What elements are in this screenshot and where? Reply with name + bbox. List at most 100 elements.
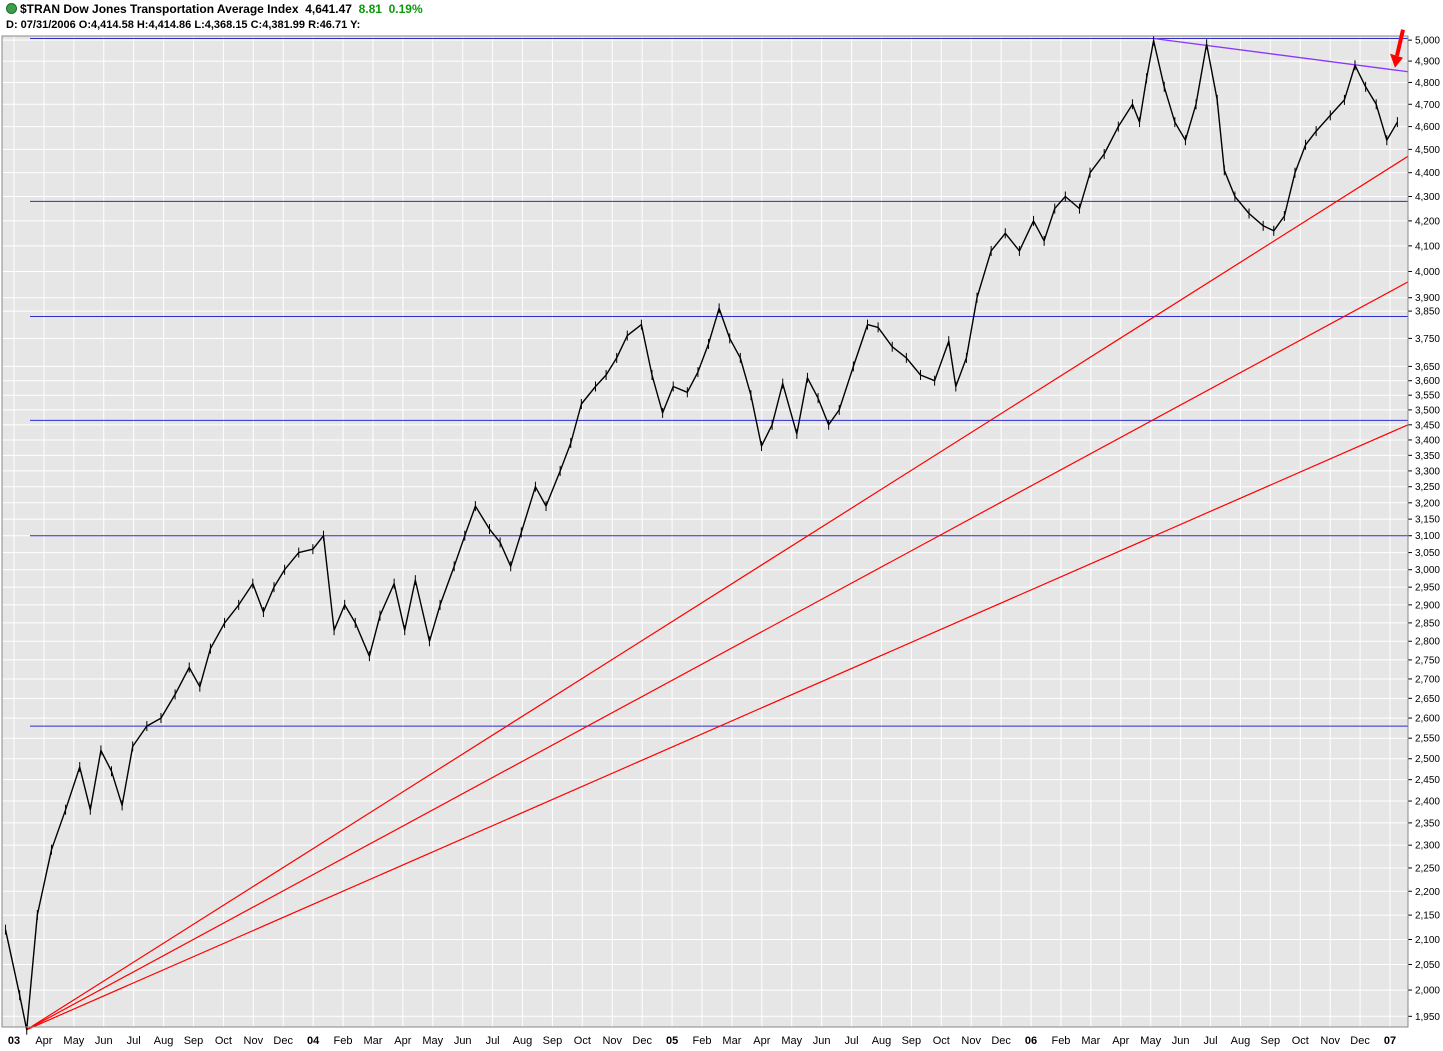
y-tick-label: 3,850	[1415, 307, 1440, 318]
x-tick-label: Sep	[902, 1035, 922, 1047]
x-tick-label: Oct	[574, 1035, 591, 1047]
chart-header: $TRAN Dow Jones Transportation Average I…	[0, 0, 1443, 34]
x-tick-label: Apr	[394, 1035, 411, 1047]
y-tick-label: 3,150	[1415, 515, 1440, 526]
ohlc-line: D: 07/31/2006 O:4,414.58 H:4,414.86 L:4,…	[6, 19, 361, 31]
x-tick-label: Dec	[273, 1035, 293, 1047]
y-tick-label: 4,700	[1415, 100, 1440, 111]
y-tick-label: 2,400	[1415, 797, 1440, 808]
x-tick-label: May	[781, 1035, 802, 1047]
y-tick-label: 2,550	[1415, 734, 1440, 745]
x-tick-label: Jul	[127, 1035, 141, 1047]
y-tick-label: 3,650	[1415, 362, 1440, 373]
x-tick-label: 04	[307, 1035, 320, 1047]
y-tick-label: 4,100	[1415, 241, 1440, 252]
x-tick-label: Feb	[693, 1035, 712, 1047]
y-tick-label: 3,300	[1415, 466, 1440, 477]
y-tick-label: 2,500	[1415, 754, 1440, 765]
y-tick-label: 4,800	[1415, 78, 1440, 89]
last-price: 4,641.47	[305, 2, 352, 16]
y-tick-label: 2,250	[1415, 863, 1440, 874]
x-tick-label: Jun	[1172, 1035, 1190, 1047]
y-tick-label: 4,600	[1415, 122, 1440, 133]
y-tick-label: 3,050	[1415, 548, 1440, 559]
y-tick-label: 2,900	[1415, 600, 1440, 611]
x-tick-label: Sep	[184, 1035, 204, 1047]
y-tick-label: 3,100	[1415, 531, 1440, 542]
x-tick-label: Nov	[961, 1035, 981, 1047]
plot-border	[1, 35, 1409, 1028]
y-tick-label: 3,250	[1415, 482, 1440, 493]
x-tick-label: Aug	[1231, 1035, 1251, 1047]
x-tick-label: May	[1140, 1035, 1161, 1047]
x-tick-label: Jun	[454, 1035, 472, 1047]
x-tick-label: Dec	[991, 1035, 1011, 1047]
x-tick-label: Sep	[543, 1035, 563, 1047]
x-tick-label: Nov	[602, 1035, 622, 1047]
x-tick-label: Jul	[1203, 1035, 1217, 1047]
x-tick-label: Oct	[1292, 1035, 1309, 1047]
y-tick-label: 2,150	[1415, 911, 1440, 922]
y-tick-label: 2,050	[1415, 960, 1440, 971]
x-tick-label: Feb	[334, 1035, 353, 1047]
fan-trend-line	[26, 155, 1409, 1031]
x-tick-label: 05	[666, 1035, 678, 1047]
y-tick-label: 4,500	[1415, 145, 1440, 156]
x-tick-label: Oct	[933, 1035, 950, 1047]
y-tick-label: 2,000	[1415, 986, 1440, 997]
arrow-shaft	[1395, 29, 1405, 57]
y-tick-label: 2,650	[1415, 694, 1440, 705]
x-tick-label: Mar	[722, 1035, 741, 1047]
x-tick-label: Dec	[1350, 1035, 1370, 1047]
fan-trend-line	[26, 424, 1409, 1031]
x-tick-label: 03	[8, 1035, 20, 1047]
y-tick-label: 4,200	[1415, 216, 1440, 227]
x-tick-label: Mar	[363, 1035, 382, 1047]
x-tick-label: May	[63, 1035, 84, 1047]
y-tick-label: 3,350	[1415, 451, 1440, 462]
y-tick-label: 2,700	[1415, 674, 1440, 685]
price-change-pct: 0.19%	[388, 2, 423, 16]
symbol: $TRAN	[20, 2, 61, 16]
y-tick-label: 2,950	[1415, 583, 1440, 594]
y-tick-label: 1,950	[1415, 1012, 1440, 1023]
x-tick-label: Apr	[753, 1035, 770, 1047]
plot-area	[2, 36, 1408, 1027]
x-tick-label: Aug	[154, 1035, 174, 1047]
y-tick-label: 4,400	[1415, 168, 1440, 179]
y-tick-label: 3,000	[1415, 565, 1440, 576]
y-tick-label: 4,300	[1415, 192, 1440, 203]
title-line: $TRAN Dow Jones Transportation Average I…	[6, 2, 423, 16]
y-tick-label: 2,850	[1415, 618, 1440, 629]
resistance-trend-line	[1153, 37, 1409, 73]
y-tick-label: 3,400	[1415, 435, 1440, 446]
y-tick-label: 2,100	[1415, 935, 1440, 946]
y-tick-label: 2,200	[1415, 887, 1440, 898]
price-change: 8.81	[358, 2, 382, 16]
x-tick-label: 06	[1025, 1035, 1037, 1047]
x-tick-label: Jul	[486, 1035, 500, 1047]
y-tick-label: 3,500	[1415, 405, 1440, 416]
y-tick-label: 2,350	[1415, 818, 1440, 829]
y-tick-label: 3,600	[1415, 376, 1440, 387]
x-tick-label: Sep	[1261, 1035, 1281, 1047]
y-tick-label: 3,900	[1415, 293, 1440, 304]
x-tick-label: Dec	[632, 1035, 652, 1047]
x-tick-label: 07	[1384, 1035, 1396, 1047]
y-tick-label: 4,000	[1415, 267, 1440, 278]
x-tick-label: May	[422, 1035, 443, 1047]
y-tick-label: 2,750	[1415, 655, 1440, 666]
y-tick-label: 3,200	[1415, 498, 1440, 509]
x-tick-label: Jun	[95, 1035, 113, 1047]
y-tick-label: 3,550	[1415, 391, 1440, 402]
y-tick-label: 4,900	[1415, 57, 1440, 68]
x-tick-label: Aug	[513, 1035, 533, 1047]
y-tick-label: 2,300	[1415, 841, 1440, 852]
x-tick-label: Nov	[1320, 1035, 1340, 1047]
x-tick-label: Feb	[1051, 1035, 1070, 1047]
status-dot-icon	[6, 3, 17, 14]
x-tick-label: Apr	[1112, 1035, 1129, 1047]
x-tick-label: Jun	[813, 1035, 831, 1047]
y-tick-label: 3,450	[1415, 420, 1440, 431]
